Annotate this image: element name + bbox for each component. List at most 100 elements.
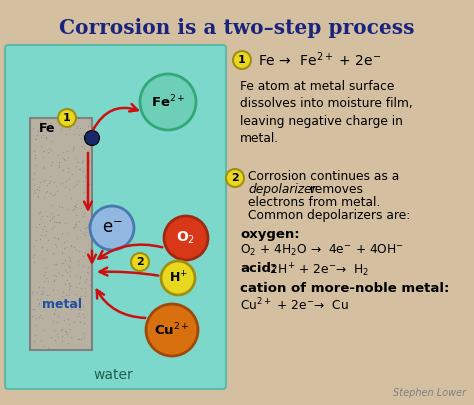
Circle shape: [226, 169, 244, 187]
Point: [54, 331, 61, 337]
Point: [71, 183, 78, 189]
Point: [71, 203, 79, 209]
Point: [70, 319, 78, 325]
Point: [70, 225, 77, 231]
Point: [66, 268, 74, 275]
Point: [47, 162, 55, 168]
Point: [36, 183, 43, 190]
Text: 2H$^{+}$ + 2e$^{-}$→  H$_2$: 2H$^{+}$ + 2e$^{-}$→ H$_2$: [266, 262, 369, 279]
Point: [39, 132, 47, 139]
Point: [53, 318, 61, 325]
Point: [82, 194, 90, 200]
Point: [48, 225, 55, 231]
Point: [54, 313, 62, 319]
Point: [65, 279, 73, 286]
Text: Corrosion is a two–step process: Corrosion is a two–step process: [59, 18, 415, 38]
Point: [36, 311, 44, 318]
Point: [43, 264, 50, 271]
Point: [63, 330, 71, 337]
Text: O$_2$: O$_2$: [176, 230, 196, 246]
Point: [78, 159, 85, 165]
Point: [48, 215, 55, 222]
Point: [36, 300, 43, 307]
Point: [33, 322, 40, 328]
Point: [37, 215, 45, 222]
Point: [82, 276, 90, 282]
Point: [54, 236, 62, 242]
Point: [43, 134, 50, 141]
Point: [35, 314, 43, 320]
Point: [29, 175, 37, 182]
FancyArrowPatch shape: [88, 251, 96, 262]
Point: [59, 293, 66, 299]
Point: [46, 177, 54, 184]
Point: [36, 236, 44, 243]
Point: [67, 333, 75, 340]
Point: [81, 173, 88, 179]
Circle shape: [233, 51, 251, 69]
Point: [72, 180, 80, 187]
Point: [43, 247, 50, 253]
Point: [80, 334, 87, 341]
Point: [84, 221, 92, 228]
Point: [44, 278, 51, 285]
Point: [54, 211, 61, 218]
Point: [58, 325, 65, 332]
Point: [83, 269, 91, 275]
Point: [58, 333, 66, 339]
Point: [63, 292, 70, 298]
Point: [39, 290, 46, 296]
Point: [61, 281, 69, 288]
Point: [80, 329, 87, 336]
Point: [79, 167, 87, 174]
Point: [70, 206, 78, 213]
Point: [76, 318, 83, 325]
Point: [40, 271, 47, 278]
Point: [54, 234, 62, 241]
FancyArrowPatch shape: [100, 268, 158, 275]
Point: [74, 178, 82, 185]
Point: [79, 253, 86, 259]
Point: [51, 336, 59, 343]
Point: [61, 256, 68, 263]
Point: [43, 228, 50, 234]
Point: [83, 197, 91, 204]
Point: [65, 320, 73, 327]
Point: [50, 310, 57, 316]
Point: [80, 189, 88, 195]
Point: [58, 326, 65, 333]
Point: [30, 148, 37, 154]
Point: [35, 284, 42, 290]
Point: [76, 227, 83, 234]
Text: Cu$^{2+}$: Cu$^{2+}$: [154, 322, 190, 338]
Point: [75, 336, 82, 343]
Point: [55, 164, 63, 171]
Point: [31, 189, 39, 196]
Point: [73, 212, 80, 218]
Point: [30, 258, 38, 265]
Point: [41, 194, 48, 200]
Point: [50, 223, 58, 230]
Point: [38, 213, 46, 219]
Point: [74, 313, 82, 320]
Bar: [30, 118, 92, 350]
Point: [65, 126, 73, 132]
Point: [55, 220, 63, 226]
Point: [64, 340, 71, 347]
Point: [32, 237, 39, 243]
Point: [40, 153, 47, 160]
Point: [55, 161, 63, 168]
Point: [72, 284, 80, 290]
Point: [82, 285, 89, 292]
Point: [82, 249, 89, 255]
Point: [60, 245, 68, 252]
Point: [71, 155, 79, 162]
Point: [43, 189, 50, 195]
Point: [34, 193, 41, 200]
Point: [58, 179, 66, 186]
Point: [46, 145, 53, 151]
Point: [36, 121, 44, 128]
Point: [60, 239, 68, 245]
Point: [43, 213, 50, 219]
Point: [58, 272, 65, 279]
